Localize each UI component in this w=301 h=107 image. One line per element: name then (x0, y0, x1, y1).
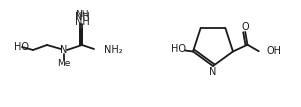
Text: NH: NH (75, 17, 89, 27)
Text: HO: HO (14, 42, 29, 52)
Text: N: N (60, 45, 68, 55)
Text: OH: OH (267, 46, 282, 56)
Text: HO: HO (171, 45, 185, 54)
Text: NH: NH (75, 10, 89, 19)
Text: N: N (209, 67, 217, 77)
Text: NH: NH (75, 12, 89, 22)
Text: Me: Me (57, 59, 71, 68)
Text: O: O (241, 22, 249, 32)
Text: NH₂: NH₂ (104, 45, 123, 55)
